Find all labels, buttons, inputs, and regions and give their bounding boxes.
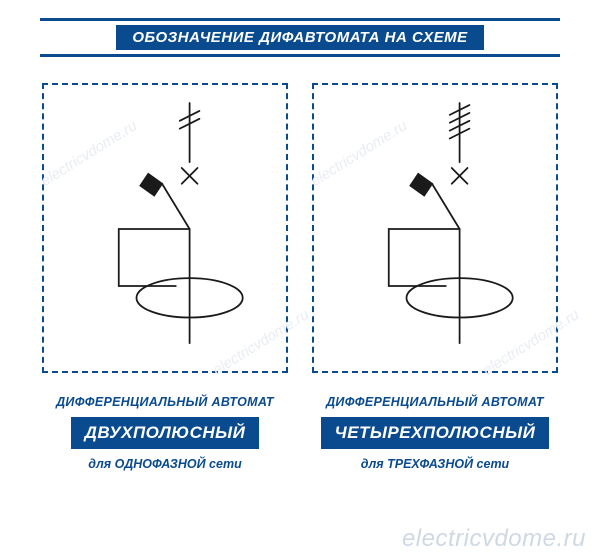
- header-title: ОБОЗНАЧЕНИЕ ДИФАВТОМАТА НА СХЕМЕ: [116, 25, 483, 50]
- caption-right-line2: ЧЕТЫРЕХПОЛЮСНЫЙ: [321, 417, 550, 449]
- captions-row: ДИФФЕРЕНЦИАЛЬНЫЙ АВТОМАТ ДВУХПОЛЮСНЫЙ дл…: [0, 395, 600, 471]
- panel-two-pole: electricvdome.ru electricvdome.ru: [42, 83, 288, 373]
- caption-left-line2: ДВУХПОЛЮСНЫЙ: [71, 417, 260, 449]
- caption-right: ДИФФЕРЕНЦИАЛЬНЫЙ АВТОМАТ ЧЕТЫРЕХПОЛЮСНЫЙ…: [312, 395, 558, 471]
- caption-left-line3: для ОДНОФАЗНОЙ сети: [42, 457, 288, 471]
- caption-right-line3: для ТРЕХФАЗНОЙ сети: [312, 457, 558, 471]
- header-bar: ОБОЗНАЧЕНИЕ ДИФАВТОМАТА НА СХЕМЕ: [40, 18, 560, 57]
- caption-right-line1: ДИФФЕРЕНЦИАЛЬНЫЙ АВТОМАТ: [312, 395, 558, 409]
- panel-four-pole: electricvdome.ru electricvdome.ru: [312, 83, 558, 373]
- symbol-two-pole: [44, 85, 286, 371]
- caption-left-line1: ДИФФЕРЕНЦИАЛЬНЫЙ АВТОМАТ: [42, 395, 288, 409]
- watermark-footer: electricvdome.ru: [402, 525, 586, 553]
- diagram-panels: electricvdome.ru electricvdome.ru: [0, 83, 600, 373]
- caption-left: ДИФФЕРЕНЦИАЛЬНЫЙ АВТОМАТ ДВУХПОЛЮСНЫЙ дл…: [42, 395, 288, 471]
- symbol-four-pole: [314, 85, 556, 371]
